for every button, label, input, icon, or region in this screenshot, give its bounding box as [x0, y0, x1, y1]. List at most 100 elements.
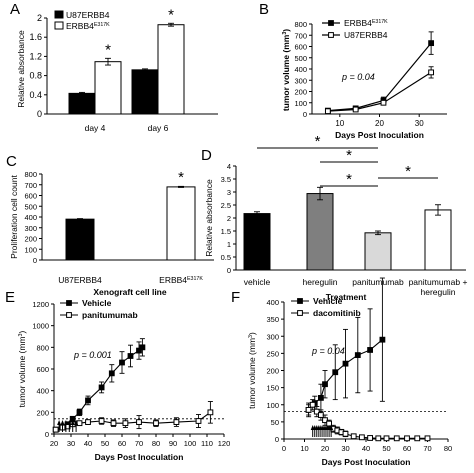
y-tick-label: 250 [266, 349, 279, 358]
x-tick-label: 30 [67, 439, 75, 448]
x-axis-title: Xenograft cell line [93, 287, 166, 297]
panel-label: F [231, 289, 240, 306]
data-point [375, 435, 382, 442]
bar [131, 69, 159, 115]
data-point [173, 419, 180, 425]
y-tick-label: 50 [271, 418, 279, 427]
data-point [313, 408, 320, 415]
x-category-label: heregulin [303, 277, 338, 287]
text-base: ERBB4 [66, 21, 94, 31]
x-category-label: day 4 [85, 123, 106, 133]
x-tick-label: 60 [403, 444, 411, 453]
y-tick-label: 400 [266, 298, 279, 307]
text-superscript: E317K [372, 19, 388, 25]
data-point [367, 435, 374, 441]
panel-d: D 0 0.5 1 1.5 2 2.5 3 3.5 4 Relative absorbance Tre… [201, 133, 467, 302]
bar [243, 213, 271, 271]
data-point [342, 430, 349, 437]
data-point [309, 401, 316, 408]
y-tick-label: 3 [227, 188, 231, 197]
series-line [327, 71, 432, 112]
x-tick-label: 90 [169, 439, 177, 448]
dose-arrow-head [67, 420, 72, 425]
x-tick-label: 100 [184, 439, 197, 448]
x-tick-label: 20 [375, 119, 384, 128]
text-base: tumor volume (mm [281, 34, 291, 111]
dose-arrow-head [60, 420, 65, 425]
x-category-label: ERBB4E317K [159, 275, 203, 285]
data-point [352, 106, 359, 113]
data-point [428, 40, 435, 47]
y-tick-label: 200 [266, 367, 279, 376]
data-point [122, 420, 129, 427]
y-tick-label: 0 [45, 430, 49, 439]
text-superscript: 3 [18, 333, 24, 336]
legend-label: U87ERBB4 [66, 10, 110, 20]
data-point [404, 435, 410, 442]
y-axis-title: Relative absorbance [16, 30, 26, 108]
y-tick-label: 0.4 [29, 90, 42, 100]
significance-star: * [346, 147, 352, 164]
legend-swatch [54, 10, 64, 19]
y-tick-label: 2 [37, 13, 42, 23]
y-tick-label: 1 [227, 240, 231, 249]
panel-label: D [201, 147, 212, 164]
data-point [322, 381, 328, 388]
significance-star: * [178, 169, 184, 186]
data-point [332, 369, 339, 376]
legend-label: U87ERBB4 [344, 30, 388, 40]
y-tick-label: 1200 [32, 300, 49, 309]
text-base: U87ERBB4 [58, 275, 102, 285]
data-point [76, 409, 83, 416]
x-category-label: U87ERBB4 [58, 275, 102, 285]
y-tick-label: 600 [36, 365, 49, 374]
x-axis-title: Days Post Inoculation [335, 130, 424, 140]
x-category-label: panitumumab [352, 277, 404, 287]
p-value-annotation: p = 0.04 [311, 346, 345, 356]
x-tick-label: 70 [135, 439, 143, 448]
data-point [342, 360, 349, 367]
x-tick-label: 50 [101, 439, 109, 448]
y-tick-label: 100 [294, 99, 307, 108]
y-tick-label: 700 [294, 31, 307, 40]
data-point [108, 370, 115, 377]
data-point [367, 347, 374, 353]
legend-label: Vehicle [82, 298, 112, 308]
bar [65, 218, 95, 261]
y-tick-label: 2.5 [221, 201, 231, 210]
x-tick-label: 30 [415, 119, 424, 128]
data-point [119, 359, 125, 366]
x-tick-label: 120 [218, 439, 231, 448]
y-tick-label: 800 [36, 343, 49, 352]
y-tick-label: 1000 [32, 322, 49, 331]
text-base: U87ERBB4 [344, 30, 388, 40]
dose-arrow-head [329, 425, 334, 430]
x-tick-label: 30 [341, 444, 349, 453]
data-point [380, 99, 387, 106]
text-superscript: 3 [282, 32, 288, 35]
data-point [424, 435, 431, 442]
text-base: U87ERBB4 [66, 10, 110, 20]
data-point [324, 108, 331, 115]
data-point [350, 433, 357, 440]
text-base: tumor volume (mm [17, 336, 27, 407]
dose-arrow-head [63, 420, 68, 425]
panel-a: A 0 0.4 0.8 1.2 1.6 2 Relative absorbance day 4 *… [10, 1, 218, 133]
dose-arrow-head [70, 420, 75, 425]
x-category-label: day 6 [148, 123, 169, 133]
y-tick-label: 300 [24, 224, 37, 233]
x-axis-title: Treatment [326, 292, 367, 302]
dose-arrow-head [74, 420, 79, 425]
p-value-annotation: p = 0.001 [73, 350, 112, 360]
y-tick-label: 0 [33, 256, 37, 265]
panel-label: A [10, 1, 20, 18]
y-tick-label: 100 [266, 401, 279, 410]
y-tick-label: 800 [294, 20, 307, 29]
data-point [195, 418, 202, 424]
y-tick-label: 500 [24, 202, 37, 211]
text-base: ) [247, 332, 257, 335]
dose-arrow-head [57, 420, 62, 425]
data-point [379, 336, 386, 343]
y-tick-label: 200 [24, 235, 37, 244]
